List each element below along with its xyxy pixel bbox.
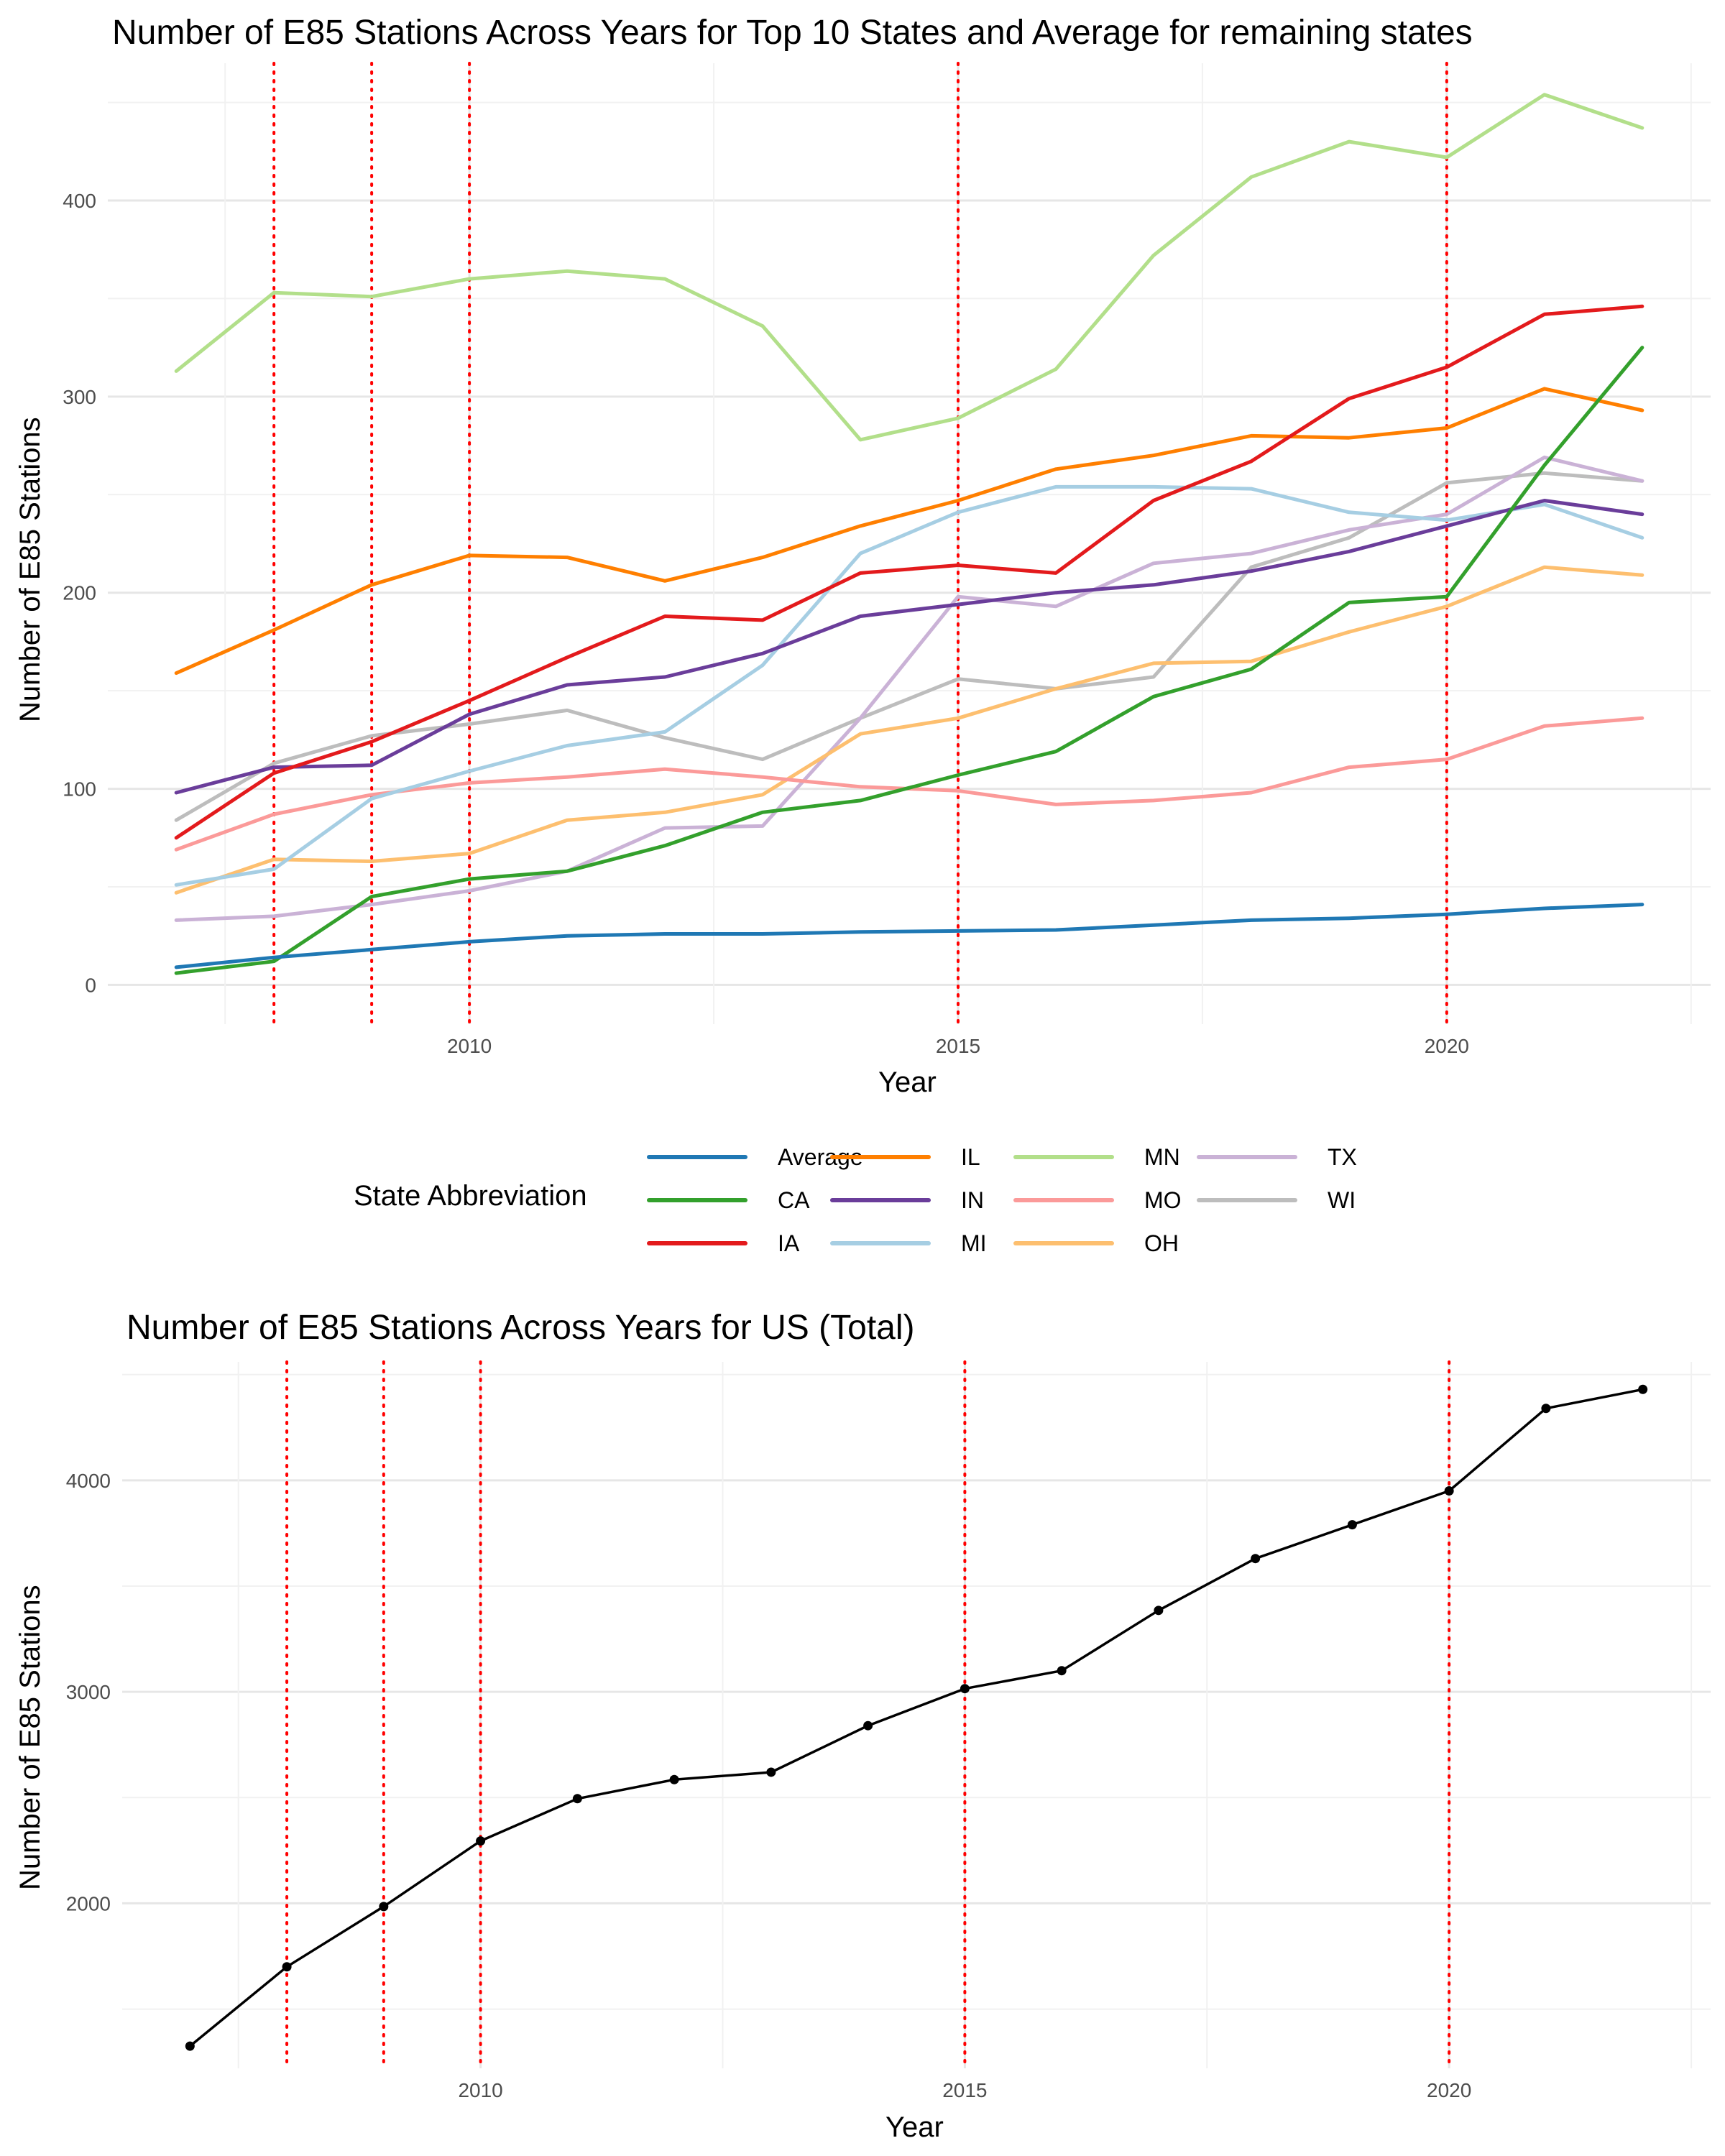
legend-label: MN xyxy=(1144,1143,1180,1170)
states-chart-title: Number of E85 Stations Across Years for … xyxy=(112,14,1473,52)
us-chart-title: Number of E85 Stations Across Years for … xyxy=(126,1309,915,1347)
mo-series-line xyxy=(174,716,1644,852)
data-point xyxy=(1541,1404,1551,1414)
y-tick-label: 300 xyxy=(63,386,96,408)
data-point xyxy=(863,1720,873,1731)
us-chart-y-axis-title: Number of E85 Stations xyxy=(14,1585,46,1890)
legend-item-il: IL xyxy=(830,1135,980,1179)
y-tick-label: 3000 xyxy=(66,1681,111,1703)
data-point xyxy=(379,1902,389,1912)
legend-swatch xyxy=(647,1198,748,1202)
legend-title: State Abbreviation xyxy=(354,1180,587,1212)
x-tick-label: 2020 xyxy=(1425,1035,1469,1057)
legend-item-in: IN xyxy=(830,1179,984,1222)
x-tick-label: 2010 xyxy=(458,2079,502,2101)
data-point xyxy=(766,1767,776,1777)
data-point xyxy=(960,1684,970,1694)
x-tick-label: 2015 xyxy=(936,1035,980,1057)
oh-series-line xyxy=(174,565,1644,895)
tx-series-line xyxy=(174,455,1644,922)
legend-label: IA xyxy=(778,1230,800,1256)
legend-item-tx: TX xyxy=(1197,1135,1357,1179)
legend-swatch xyxy=(647,1241,748,1245)
ia-series-line xyxy=(174,304,1644,840)
data-point xyxy=(1154,1606,1164,1616)
legend-swatch xyxy=(1197,1155,1297,1159)
data-point xyxy=(476,1836,486,1846)
legend-swatch xyxy=(830,1241,931,1245)
mi-series-line xyxy=(174,484,1644,887)
data-point xyxy=(1347,1520,1357,1530)
legend-item-wi: WI xyxy=(1197,1179,1356,1222)
x-tick-label: 2015 xyxy=(942,2079,987,2101)
states-chart-x-axis-title: Year xyxy=(878,1067,937,1098)
states-chart-panel: 0 100 200 300 400 2010 2015 2020 xyxy=(63,62,1711,1057)
us-total-series-line xyxy=(188,1388,1644,2047)
legend-item-mn: MN xyxy=(1013,1135,1180,1179)
wi-series-line xyxy=(174,471,1644,822)
data-point xyxy=(282,1962,292,1972)
average-series-line xyxy=(174,903,1644,969)
data-point xyxy=(1444,1486,1454,1496)
legend-label: TX xyxy=(1328,1143,1357,1170)
y-tick-label: 2000 xyxy=(66,1892,111,1915)
in-series-line xyxy=(174,499,1644,795)
legend-label: MO xyxy=(1144,1187,1182,1213)
y-tick-label: 400 xyxy=(63,190,96,212)
legend-label: CA xyxy=(778,1187,810,1213)
data-point xyxy=(1057,1666,1067,1676)
legend-item-ca: CA xyxy=(647,1179,809,1222)
y-tick-label: 4000 xyxy=(66,1470,111,1492)
data-point xyxy=(1251,1554,1261,1564)
data-point xyxy=(669,1774,679,1784)
x-tick-label: 2020 xyxy=(1427,2079,1471,2101)
legend-swatch xyxy=(647,1155,748,1159)
x-tick-label: 2010 xyxy=(447,1035,492,1057)
legend-swatch xyxy=(830,1198,931,1202)
legend-swatch xyxy=(1013,1198,1114,1202)
legend-item-mo: MO xyxy=(1013,1179,1182,1222)
states-chart-y-axis-title: Number of E85 Stations xyxy=(14,417,46,722)
us-total-chart-panel: 2000 3000 4000 2010 2015 2020 xyxy=(66,1360,1711,2101)
y-tick-label: 200 xyxy=(63,582,96,604)
y-tick-label: 0 xyxy=(85,974,96,996)
legend-label: OH xyxy=(1144,1230,1179,1256)
legend-swatch xyxy=(1013,1241,1114,1245)
legend-label: MI xyxy=(961,1230,987,1256)
us-chart-x-axis-title: Year xyxy=(886,2111,944,2143)
legend-label: IN xyxy=(961,1187,984,1213)
legend-swatch xyxy=(1197,1198,1297,1202)
legend-swatch xyxy=(1013,1155,1114,1159)
legend-item-mi: MI xyxy=(830,1222,987,1265)
legend-label: WI xyxy=(1328,1187,1356,1213)
il-series-line xyxy=(174,387,1644,676)
data-point xyxy=(1638,1384,1648,1394)
mn-series-line xyxy=(174,93,1644,442)
legend-item-ia: IA xyxy=(647,1222,799,1265)
legend-item-oh: OH xyxy=(1013,1222,1179,1265)
ca-series-line xyxy=(174,346,1644,975)
data-point xyxy=(185,2041,195,2051)
legend: Average CA IA IL IN MI MN MO OH TX WI xyxy=(647,1135,1509,1265)
legend-swatch xyxy=(830,1155,931,1159)
y-tick-label: 100 xyxy=(63,778,96,801)
data-point xyxy=(572,1794,582,1804)
legend-label: IL xyxy=(961,1143,980,1170)
